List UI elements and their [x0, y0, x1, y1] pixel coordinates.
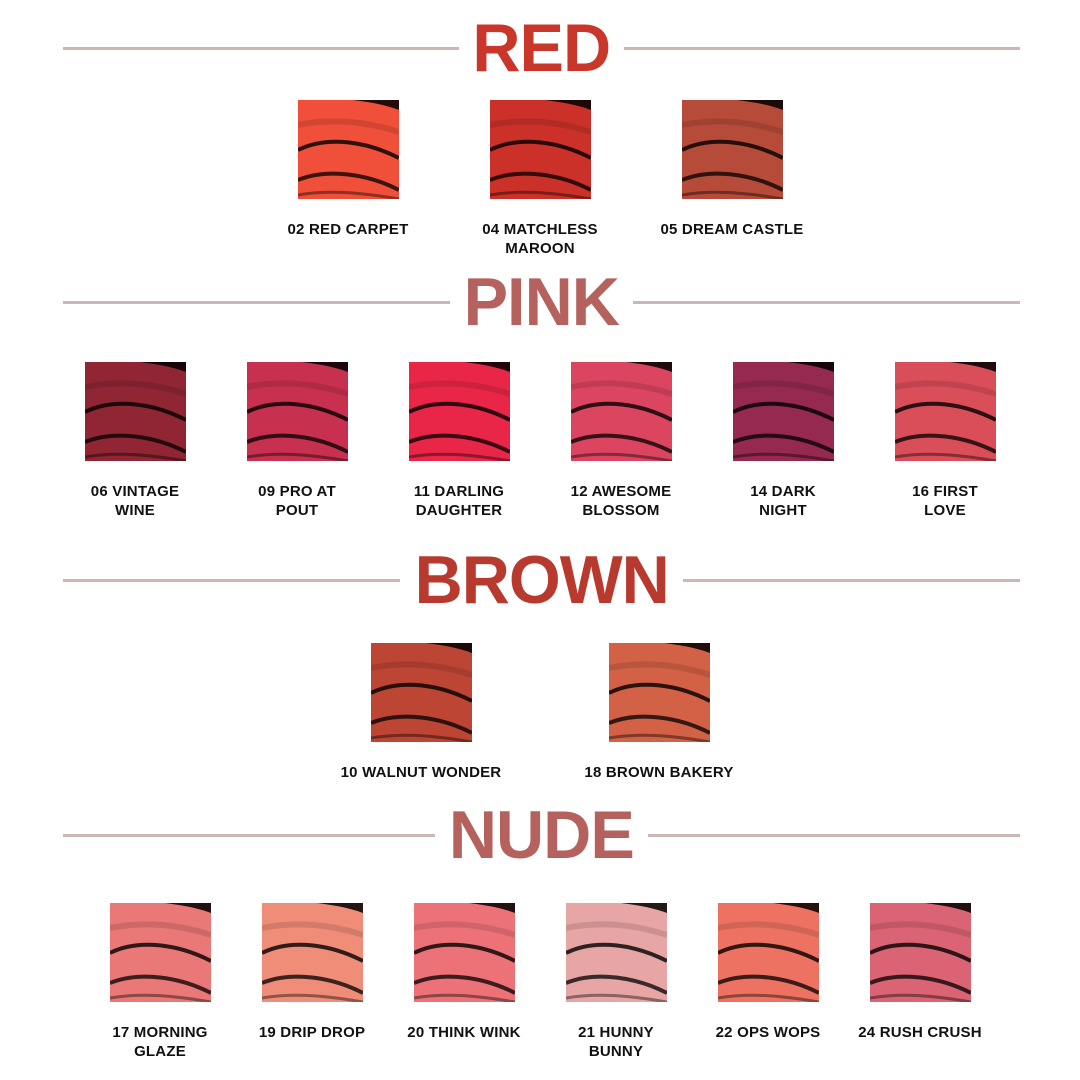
color-swatch — [681, 100, 783, 199]
swatch-row: 02 RED CARPET 04 MATCHLESS MAROON 05 DREAM… — [0, 100, 1080, 258]
swatch-item: 20 THINK WINK — [388, 903, 540, 1061]
swatch-item: 04 MATCHLESS MAROON — [444, 100, 636, 258]
swatch-item: 02 RED CARPET — [252, 100, 444, 258]
shade-label: 16 FIRST LOVE — [912, 483, 978, 519]
section-header-brown: BROWN — [63, 540, 1020, 620]
section-title: RED — [472, 10, 612, 86]
color-swatch — [246, 362, 348, 461]
swatch-item: 12 AWESOME BLOSSOM — [540, 362, 702, 520]
shade-label: 09 PRO AT POUT — [258, 483, 336, 519]
color-swatch — [869, 903, 971, 1002]
divider-line — [63, 46, 460, 50]
swatch-row: 06 VINTAGE WINE 09 PRO AT POUT 11 DARLING … — [0, 362, 1080, 520]
swatch-item: 16 FIRST LOVE — [864, 362, 1026, 520]
color-swatch — [570, 362, 672, 461]
divider-line — [632, 300, 1020, 304]
shade-label: 04 MATCHLESS MAROON — [482, 221, 598, 257]
shade-label: 21 HUNNY BUNNY — [578, 1024, 654, 1060]
section-title: NUDE — [449, 797, 635, 873]
swatch-row: 10 WALNUT WONDER 18 BROWN BAKERY — [0, 643, 1080, 782]
shade-label: 10 WALNUT WONDER — [340, 764, 502, 781]
shade-label: 20 THINK WINK — [407, 1024, 521, 1041]
color-swatch — [565, 903, 667, 1002]
color-swatch — [297, 100, 399, 199]
swatch-item: 05 DREAM CASTLE — [636, 100, 828, 258]
shade-label: 19 DRIP DROP — [258, 1024, 366, 1041]
color-swatch — [413, 903, 515, 1002]
color-swatch — [109, 903, 211, 1002]
color-swatch — [261, 903, 363, 1002]
shade-label: 17 MORNING GLAZE — [112, 1024, 208, 1060]
color-swatch — [408, 362, 510, 461]
shade-label: 02 RED CARPET — [287, 221, 409, 238]
section-title: BROWN — [414, 542, 669, 618]
swatch-item: 17 MORNING GLAZE — [84, 903, 236, 1061]
section-header-red: RED — [63, 8, 1021, 88]
swatch-item: 24 RUSH CRUSH — [844, 903, 996, 1061]
swatch-item: 06 VINTAGE WINE — [54, 362, 216, 520]
swatch-item: 19 DRIP DROP — [236, 903, 388, 1061]
swatch-item: 10 WALNUT WONDER — [302, 643, 540, 782]
section-header-nude: NUDE — [63, 795, 1020, 875]
color-swatch — [732, 362, 834, 461]
color-swatch — [608, 643, 710, 742]
color-swatch — [894, 362, 996, 461]
swatch-item: 18 BROWN BAKERY — [540, 643, 778, 782]
swatch-item: 14 DARK NIGHT — [702, 362, 864, 520]
divider-line — [63, 300, 451, 304]
shade-label: 06 VINTAGE WINE — [90, 483, 180, 519]
divider-line — [647, 833, 1020, 837]
swatch-row: 17 MORNING GLAZE 19 DRIP DROP 20 THINK WIN… — [0, 903, 1080, 1061]
section-title: PINK — [463, 264, 620, 340]
swatch-item: 09 PRO AT POUT — [216, 362, 378, 520]
shade-label: 24 RUSH CRUSH — [858, 1024, 982, 1041]
divider-line — [63, 833, 436, 837]
swatch-item: 22 OPS WOPS — [692, 903, 844, 1061]
divider-line — [63, 578, 400, 582]
shade-label: 05 DREAM CASTLE — [660, 221, 804, 238]
shade-label: 14 DARK NIGHT — [750, 483, 816, 519]
section-header-pink: PINK — [63, 262, 1020, 342]
color-swatch — [717, 903, 819, 1002]
color-swatch — [489, 100, 591, 199]
divider-line — [623, 46, 1021, 50]
shade-label: 22 OPS WOPS — [715, 1024, 821, 1041]
color-swatch — [84, 362, 186, 461]
shade-label: 12 AWESOME BLOSSOM — [570, 483, 672, 519]
shade-label: 18 BROWN BAKERY — [584, 764, 734, 781]
swatch-item: 21 HUNNY BUNNY — [540, 903, 692, 1061]
color-swatch — [370, 643, 472, 742]
swatch-item: 11 DARLING DAUGHTER — [378, 362, 540, 520]
shade-label: 11 DARLING DAUGHTER — [413, 483, 505, 519]
divider-line — [683, 578, 1020, 582]
